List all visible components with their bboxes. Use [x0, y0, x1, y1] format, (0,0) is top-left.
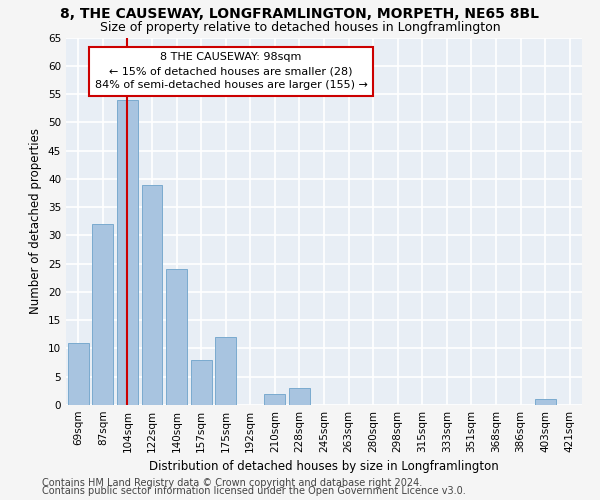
- Bar: [191, 360, 212, 405]
- Bar: [117, 100, 138, 405]
- Bar: [215, 337, 236, 405]
- X-axis label: Distribution of detached houses by size in Longframlington: Distribution of detached houses by size …: [149, 460, 499, 473]
- Bar: [265, 394, 286, 405]
- Y-axis label: Number of detached properties: Number of detached properties: [29, 128, 43, 314]
- Text: Contains HM Land Registry data © Crown copyright and database right 2024.: Contains HM Land Registry data © Crown c…: [42, 478, 422, 488]
- Bar: [166, 270, 187, 405]
- Bar: [68, 343, 89, 405]
- Text: Contains public sector information licensed under the Open Government Licence v3: Contains public sector information licen…: [42, 486, 466, 496]
- Bar: [92, 224, 113, 405]
- Bar: [289, 388, 310, 405]
- Bar: [142, 184, 163, 405]
- Text: 8, THE CAUSEWAY, LONGFRAMLINGTON, MORPETH, NE65 8BL: 8, THE CAUSEWAY, LONGFRAMLINGTON, MORPET…: [61, 8, 539, 22]
- Text: 8 THE CAUSEWAY: 98sqm
← 15% of detached houses are smaller (28)
84% of semi-deta: 8 THE CAUSEWAY: 98sqm ← 15% of detached …: [95, 52, 368, 90]
- Bar: [535, 400, 556, 405]
- Text: Size of property relative to detached houses in Longframlington: Size of property relative to detached ho…: [100, 21, 500, 34]
